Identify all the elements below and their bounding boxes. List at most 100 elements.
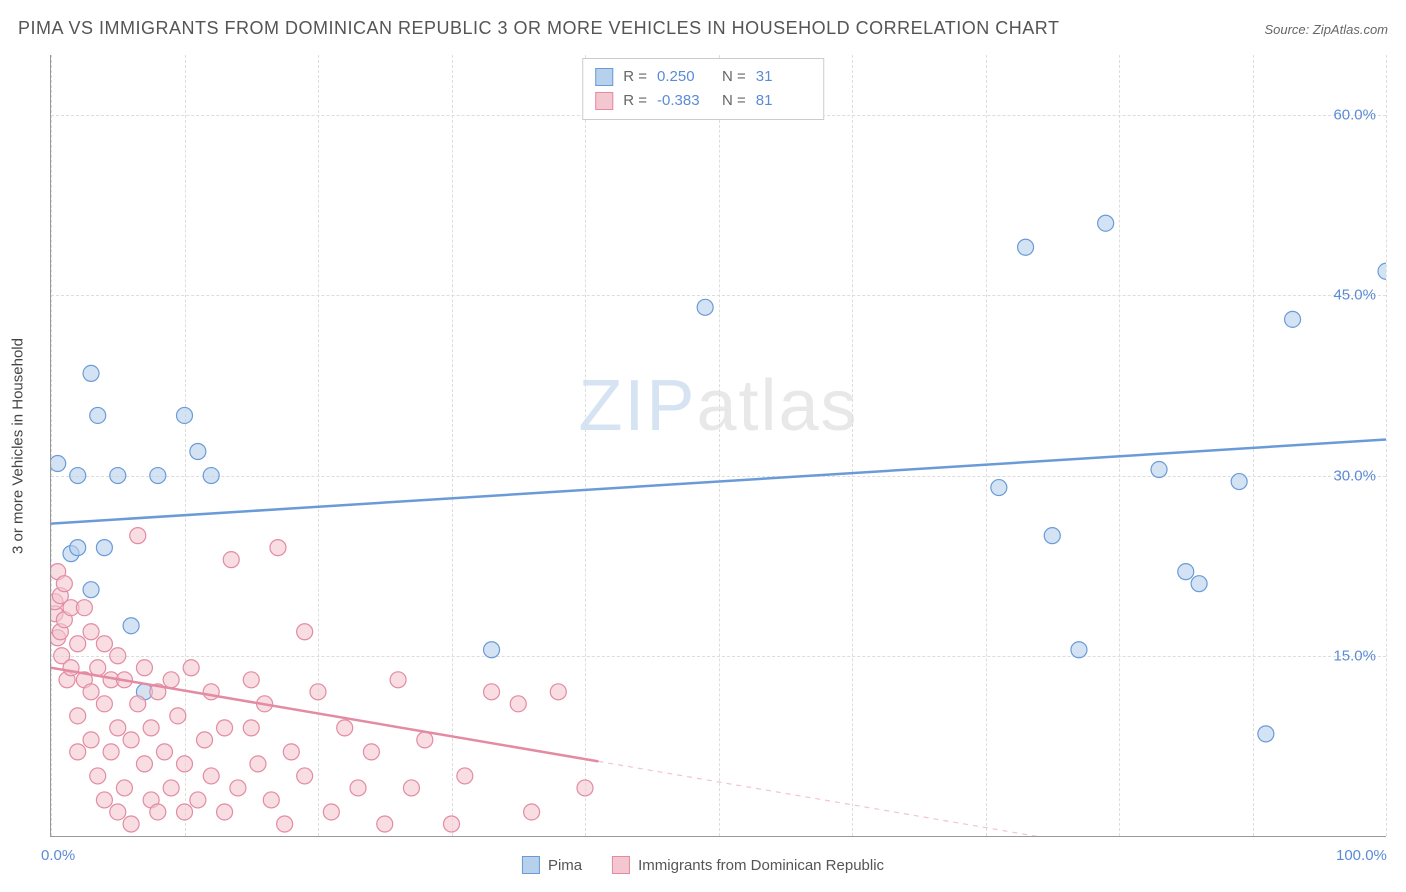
data-point [203,768,219,784]
data-point [96,792,112,808]
legend-label: Immigrants from Dominican Republic [638,857,884,874]
data-point [1018,239,1034,255]
data-point [123,732,139,748]
data-point [243,720,259,736]
data-point [96,540,112,556]
data-point [1044,528,1060,544]
chart-title: PIMA VS IMMIGRANTS FROM DOMINICAN REPUBL… [18,18,1059,39]
data-point [110,468,126,484]
data-point [197,732,213,748]
r-value: 0.250 [657,65,712,89]
data-point [263,792,279,808]
n-label: N = [722,89,746,113]
data-point [337,720,353,736]
x-tick-label: 0.0% [41,847,75,864]
r-value: -0.383 [657,89,712,113]
data-point [56,576,72,592]
data-point [457,768,473,784]
data-point [403,780,419,796]
data-point [177,407,193,423]
trend-line-dashed [598,761,1386,836]
data-point [130,696,146,712]
data-point [90,407,106,423]
data-point [230,780,246,796]
data-point [110,648,126,664]
data-point [190,792,206,808]
data-point [417,732,433,748]
data-point [203,468,219,484]
data-point [156,744,172,760]
data-point [143,720,159,736]
data-point [363,744,379,760]
legend-swatch [612,856,630,874]
legend-swatch [595,92,613,110]
data-point [444,816,460,832]
data-point [484,684,500,700]
data-point [70,708,86,724]
stats-row: R = 0.250 N = 31 [595,65,811,89]
data-point [76,600,92,616]
data-point [510,696,526,712]
data-point [350,780,366,796]
data-point [277,816,293,832]
plot-area: ZIPatlas 15.0%30.0%45.0%60.0%0.0%100.0% [50,55,1386,837]
data-point [123,618,139,634]
data-point [110,720,126,736]
data-point [96,696,112,712]
data-point [83,684,99,700]
data-point [83,624,99,640]
data-point [183,660,199,676]
data-point [163,780,179,796]
data-point [1258,726,1274,742]
data-point [177,804,193,820]
data-point [70,636,86,652]
data-point [697,299,713,315]
data-point [1285,311,1301,327]
data-point [297,624,313,640]
data-point [90,768,106,784]
r-label: R = [623,89,647,113]
data-point [217,804,233,820]
data-point [110,804,126,820]
data-point [484,642,500,658]
data-point [83,365,99,381]
data-point [310,684,326,700]
data-point [103,744,119,760]
data-point [283,744,299,760]
data-point [991,480,1007,496]
r-label: R = [623,65,647,89]
legend-swatch [595,68,613,86]
data-point [130,528,146,544]
data-point [70,540,86,556]
legend-item: Pima [522,856,582,874]
n-label: N = [722,65,746,89]
data-point [83,582,99,598]
data-point [243,672,259,688]
data-point [390,672,406,688]
data-point [70,744,86,760]
gridline-v [1386,55,1387,836]
data-point [116,780,132,796]
data-point [96,636,112,652]
legend: Pima Immigrants from Dominican Republic [522,856,884,874]
data-point [377,816,393,832]
x-tick-label: 100.0% [1336,847,1387,864]
data-point [524,804,540,820]
data-point [163,672,179,688]
data-point [136,756,152,772]
n-value: 81 [756,89,811,113]
stats-box: R = 0.250 N = 31 R = -0.383 N = 81 [582,58,824,120]
data-point [1151,462,1167,478]
data-point [217,720,233,736]
data-point [323,804,339,820]
n-value: 31 [756,65,811,89]
data-point [1178,564,1194,580]
data-point [550,684,566,700]
data-point [70,468,86,484]
data-point [170,708,186,724]
data-point [1071,642,1087,658]
y-axis-title: 3 or more Vehicles in Household [10,338,27,554]
legend-swatch [522,856,540,874]
data-point [270,540,286,556]
data-point [1191,576,1207,592]
